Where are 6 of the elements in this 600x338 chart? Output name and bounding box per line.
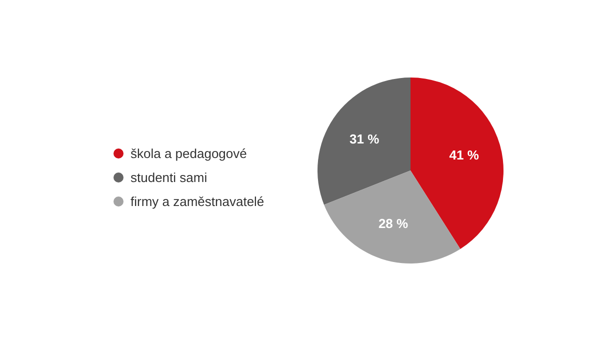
legend-label: firmy a zaměstnavatelé bbox=[130, 194, 264, 209]
data-label: 41 % bbox=[449, 147, 480, 162]
legend-label: škola a pedagogové bbox=[130, 146, 247, 161]
data-label: 31 % bbox=[350, 132, 380, 147]
data-label: 28 % bbox=[378, 216, 409, 232]
legend-label: studenti sami bbox=[130, 170, 208, 185]
